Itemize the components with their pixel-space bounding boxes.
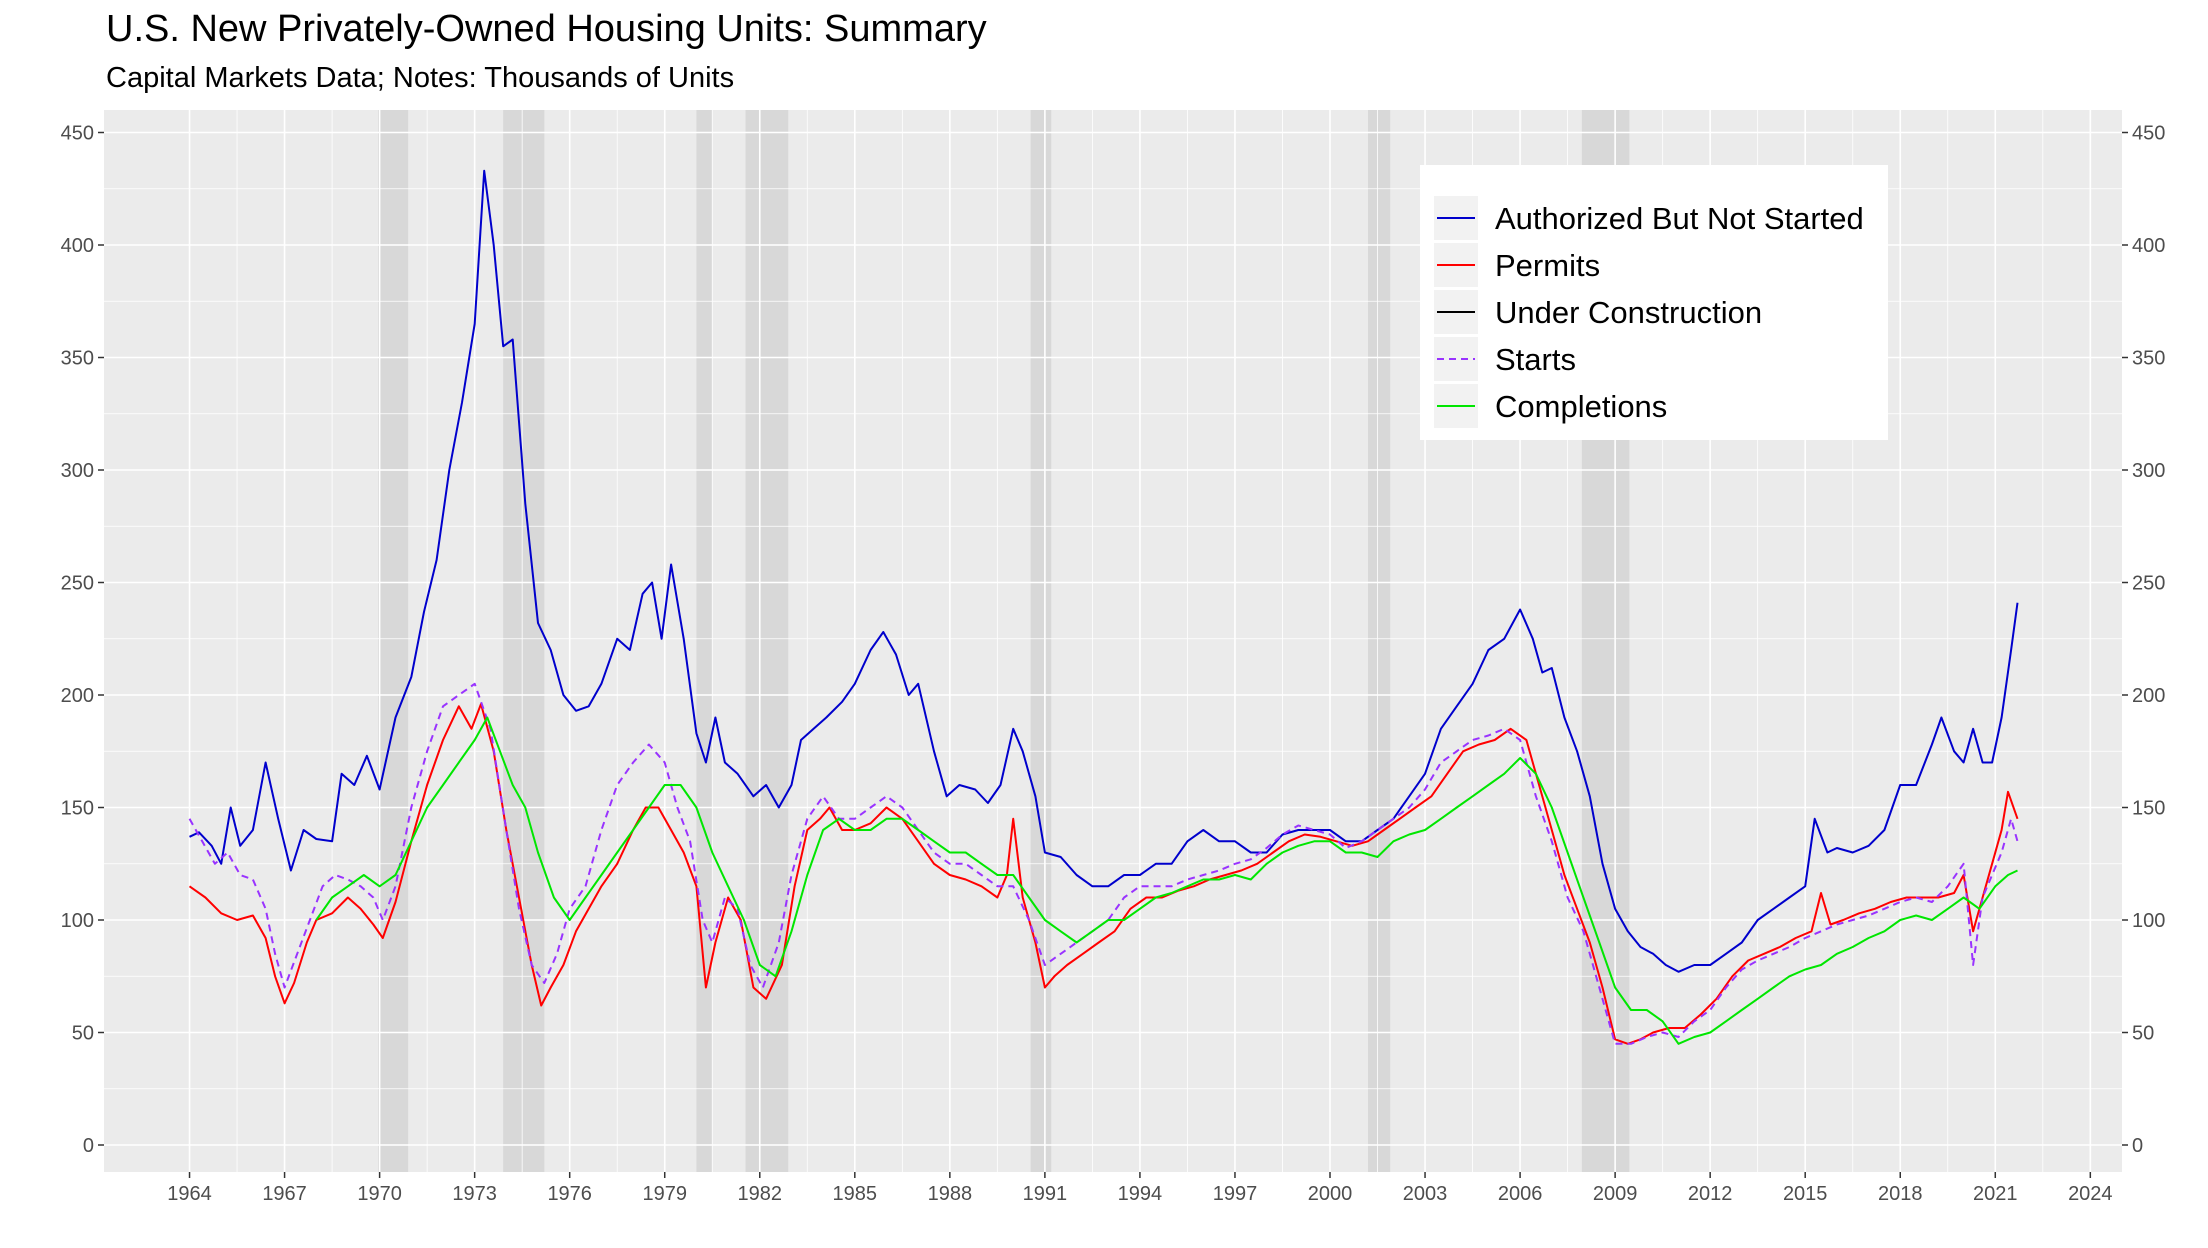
recession-band bbox=[696, 110, 713, 1172]
y-tick-label: 450 bbox=[61, 123, 94, 145]
y-tick-label-right: 250 bbox=[2132, 573, 2165, 595]
legend-label: Permits bbox=[1495, 248, 1600, 283]
x-tick-label: 1964 bbox=[167, 1183, 212, 1205]
x-tick-label: 1991 bbox=[1023, 1183, 1068, 1205]
y-tick-label-right: 400 bbox=[2132, 235, 2165, 257]
legend-label: Authorized But Not Started bbox=[1495, 201, 1864, 236]
x-tick-label: 2012 bbox=[1688, 1183, 1733, 1205]
x-tick-label: 1994 bbox=[1118, 1183, 1163, 1205]
legend-label: Starts bbox=[1495, 342, 1576, 377]
y-tick-label: 250 bbox=[61, 573, 94, 595]
x-tick-label: 1985 bbox=[833, 1183, 878, 1205]
x-tick-label: 2003 bbox=[1403, 1183, 1448, 1205]
recession-bands bbox=[378, 110, 1630, 1172]
y-tick-label: 200 bbox=[61, 685, 94, 707]
y-tick-label: 0 bbox=[83, 1135, 94, 1157]
y-tick-label-right: 150 bbox=[2132, 798, 2165, 820]
y-tick-label: 50 bbox=[72, 1023, 94, 1045]
x-tick-label: 1967 bbox=[262, 1183, 307, 1205]
y-axis-left: 0 50 100 150 200 250 300 350 400 450 bbox=[61, 123, 104, 1157]
x-tick-label: 2018 bbox=[1878, 1183, 1923, 1205]
y-tick-label-right: 50 bbox=[2132, 1023, 2154, 1045]
x-tick-label: 2000 bbox=[1308, 1183, 1353, 1205]
y-tick-label: 150 bbox=[61, 798, 94, 820]
y-tick-label-right: 300 bbox=[2132, 460, 2165, 482]
y-tick-label: 300 bbox=[61, 460, 94, 482]
legend: Authorized But Not Started Permits Under C… bbox=[1420, 165, 1888, 440]
x-axis: 1964 1967 1970 1973 1976 1979 1982 1985 1988 1991… bbox=[167, 1172, 2113, 1205]
y-tick-label-right: 200 bbox=[2132, 685, 2165, 707]
recession-band bbox=[745, 110, 789, 1172]
y-tick-label-right: 0 bbox=[2132, 1135, 2143, 1157]
series-lines bbox=[188, 169, 2019, 1045]
x-tick-label: 1982 bbox=[738, 1183, 783, 1205]
chart-subtitle: Capital Markets Data; Notes: Thousands o… bbox=[106, 62, 735, 94]
series-line-completions bbox=[315, 716, 2018, 1045]
x-tick-label: 2024 bbox=[2068, 1183, 2113, 1205]
x-tick-label: 2009 bbox=[1593, 1183, 1638, 1205]
x-tick-label: 1970 bbox=[357, 1183, 402, 1205]
x-tick-label: 1988 bbox=[928, 1183, 973, 1205]
y-tick-label: 400 bbox=[61, 235, 94, 257]
series-line-starts bbox=[188, 682, 2019, 1045]
y-tick-label: 350 bbox=[61, 348, 94, 370]
y-tick-label-right: 350 bbox=[2132, 348, 2165, 370]
x-tick-label: 2021 bbox=[1973, 1183, 2018, 1205]
x-tick-label: 1973 bbox=[452, 1183, 497, 1205]
x-tick-label: 1979 bbox=[642, 1183, 687, 1205]
recession-band bbox=[1030, 110, 1052, 1172]
recession-band bbox=[1368, 110, 1391, 1172]
y-tick-label-right: 100 bbox=[2132, 910, 2165, 932]
recession-band bbox=[378, 110, 409, 1172]
series-line-authorized-but-not-started bbox=[189, 169, 2019, 973]
legend-label: Under Construction bbox=[1495, 295, 1762, 330]
legend-box bbox=[1420, 165, 1888, 440]
y-tick-label: 100 bbox=[61, 910, 94, 932]
chart-title: U.S. New Privately-Owned Housing Units: … bbox=[106, 8, 987, 50]
y-tick-label-right: 450 bbox=[2132, 123, 2165, 145]
x-tick-label: 2015 bbox=[1783, 1183, 1828, 1205]
x-tick-label: 2006 bbox=[1498, 1183, 1543, 1205]
y-axis-right: 0 50 100 150 200 250 300 350 400 450 bbox=[2122, 123, 2165, 1157]
x-tick-label: 1997 bbox=[1213, 1183, 1258, 1205]
recession-band bbox=[503, 110, 545, 1172]
x-tick-label: 1976 bbox=[547, 1183, 592, 1205]
legend-label: Completions bbox=[1495, 389, 1667, 424]
